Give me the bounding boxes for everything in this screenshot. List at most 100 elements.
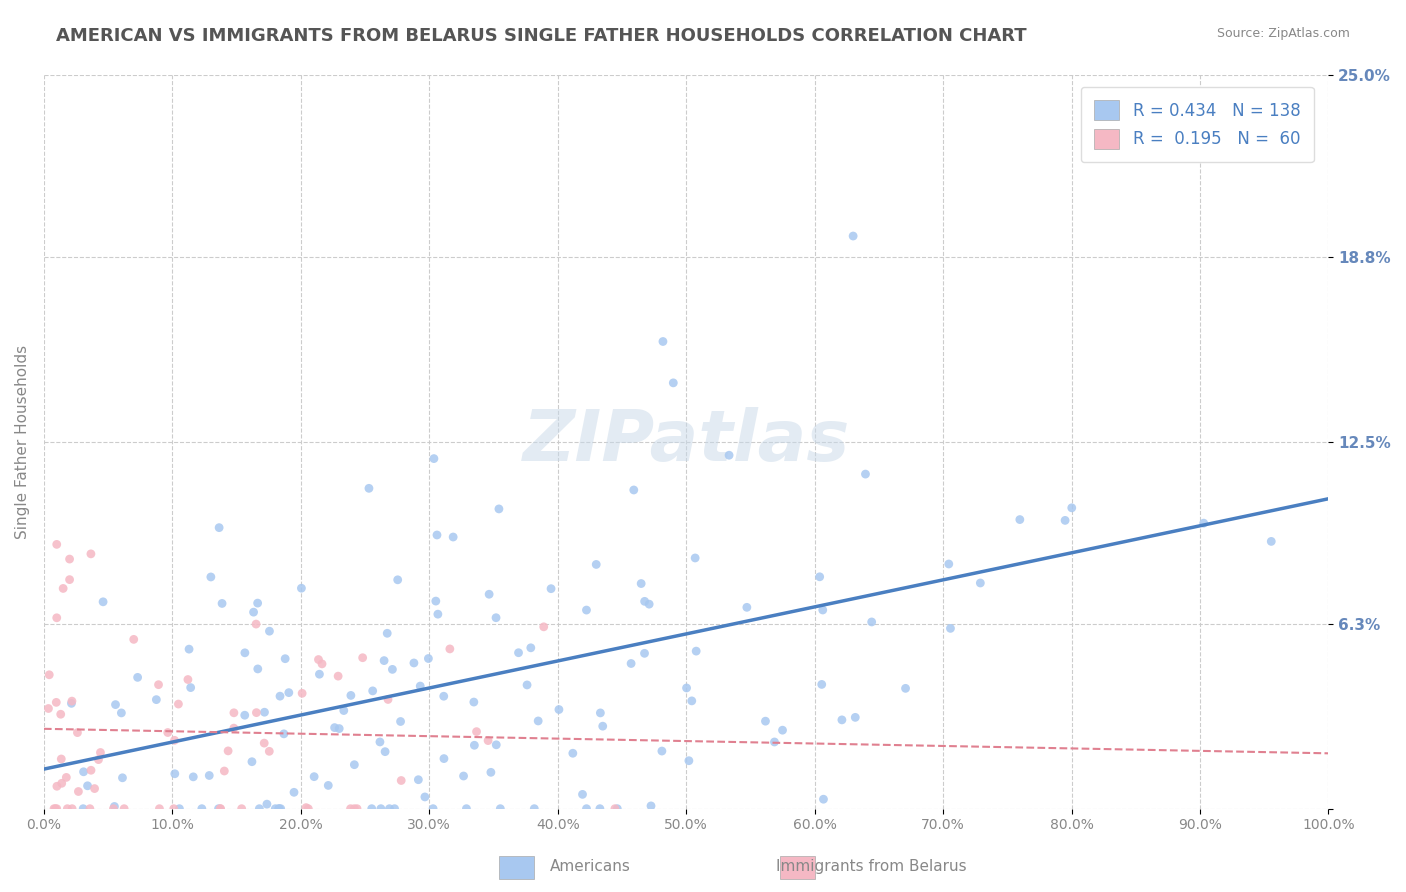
- Point: [180, 681, 202, 695]
- Point: [423, 451, 446, 466]
- Point: [177, 642, 200, 657]
- Point: [79, 802, 101, 816]
- Point: [1085, 112, 1108, 126]
- Point: [571, 788, 593, 802]
- Point: [675, 681, 697, 695]
- Y-axis label: Single Father Households: Single Father Households: [15, 344, 30, 539]
- Point: [246, 596, 269, 610]
- Point: [527, 714, 550, 728]
- Point: [844, 710, 866, 724]
- Point: [589, 706, 612, 720]
- Point: [402, 656, 425, 670]
- Point: [209, 802, 232, 816]
- Point: [516, 678, 538, 692]
- Point: [485, 738, 508, 752]
- Point: [413, 789, 436, 804]
- Point: [831, 713, 853, 727]
- Point: [1008, 512, 1031, 526]
- Point: [357, 481, 380, 495]
- Point: [111, 771, 134, 785]
- Point: [222, 706, 245, 720]
- Point: [662, 376, 685, 390]
- Point: [207, 802, 229, 816]
- Point: [44, 802, 66, 816]
- Point: [295, 800, 318, 814]
- Point: [256, 797, 278, 812]
- Point: [485, 611, 508, 625]
- Point: [479, 765, 502, 780]
- Point: [58, 573, 80, 587]
- Point: [381, 662, 404, 676]
- Point: [651, 744, 673, 758]
- Point: [1054, 513, 1077, 527]
- Point: [969, 576, 991, 591]
- Point: [387, 573, 409, 587]
- Point: [269, 689, 291, 703]
- Point: [177, 673, 200, 687]
- Point: [339, 802, 361, 816]
- Point: [103, 799, 125, 814]
- Point: [685, 644, 707, 658]
- Point: [246, 662, 269, 676]
- Point: [808, 570, 831, 584]
- Point: [477, 733, 499, 747]
- Point: [253, 705, 276, 719]
- Point: [72, 764, 94, 779]
- Point: [630, 576, 652, 591]
- Point: [209, 802, 232, 816]
- Point: [67, 784, 90, 798]
- Point: [1192, 516, 1215, 530]
- Point: [389, 773, 412, 788]
- Text: Americans: Americans: [550, 859, 631, 874]
- Text: AMERICAN VS IMMIGRANTS FROM BELARUS SINGLE FATHER HOUSEHOLDS CORRELATION CHART: AMERICAN VS IMMIGRANTS FROM BELARUS SING…: [56, 27, 1026, 45]
- Point: [533, 620, 555, 634]
- Point: [456, 802, 478, 816]
- Point: [939, 621, 962, 635]
- Point: [211, 597, 233, 611]
- Point: [441, 530, 464, 544]
- Text: Immigrants from Belarus: Immigrants from Belarus: [776, 859, 967, 874]
- Point: [754, 714, 776, 728]
- Point: [1060, 500, 1083, 515]
- Point: [247, 802, 270, 816]
- Point: [585, 558, 607, 572]
- Point: [426, 528, 449, 542]
- Point: [375, 626, 398, 640]
- Point: [253, 736, 276, 750]
- Point: [489, 802, 512, 816]
- Point: [83, 781, 105, 796]
- Point: [145, 692, 167, 706]
- Point: [76, 779, 98, 793]
- Point: [373, 654, 395, 668]
- Point: [308, 667, 330, 681]
- Point: [233, 646, 256, 660]
- Point: [297, 802, 319, 816]
- Point: [127, 670, 149, 684]
- Point: [122, 632, 145, 647]
- Point: [361, 684, 384, 698]
- Point: [52, 582, 75, 596]
- Point: [169, 802, 191, 816]
- Point: [540, 582, 562, 596]
- Point: [813, 792, 835, 806]
- Point: [89, 746, 111, 760]
- Point: [735, 600, 758, 615]
- Point: [938, 557, 960, 571]
- Point: [51, 752, 73, 766]
- Point: [72, 802, 94, 816]
- Point: [894, 681, 917, 696]
- Point: [163, 802, 186, 816]
- Point: [374, 745, 396, 759]
- Point: [333, 704, 356, 718]
- Point: [231, 802, 253, 816]
- Point: [378, 802, 401, 816]
- Point: [433, 751, 456, 765]
- Point: [240, 755, 263, 769]
- Point: [148, 802, 170, 816]
- FancyBboxPatch shape: [780, 856, 815, 879]
- FancyBboxPatch shape: [499, 856, 534, 879]
- Point: [409, 679, 432, 693]
- Point: [426, 607, 449, 622]
- Point: [463, 695, 485, 709]
- Point: [478, 587, 501, 601]
